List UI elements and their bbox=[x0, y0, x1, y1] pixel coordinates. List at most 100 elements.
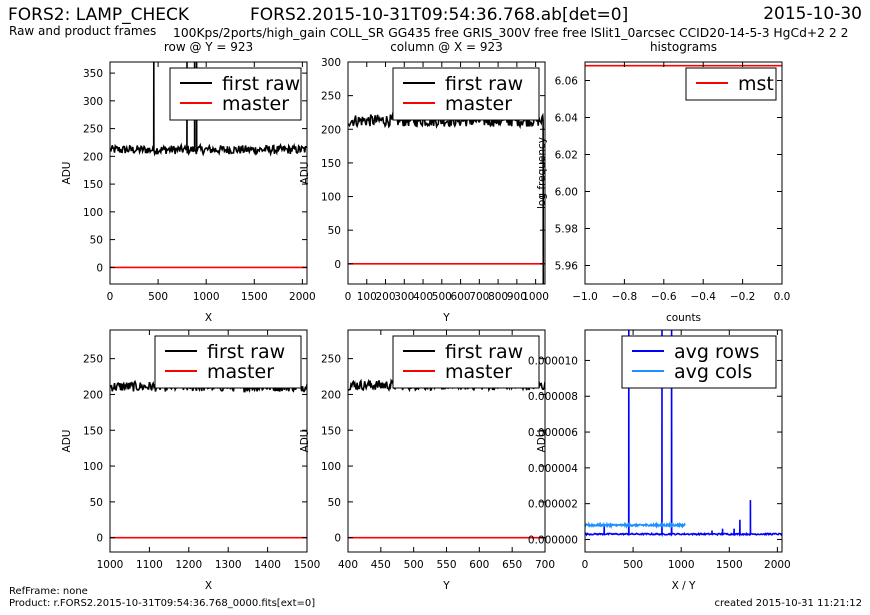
y-tick-label: 250 bbox=[321, 354, 341, 366]
file-title: FORS2.2015-10-31T09:54:36.768.ab[det=0] bbox=[250, 5, 629, 25]
x-tick-label: −0.2 bbox=[730, 291, 756, 303]
legend-label: master bbox=[222, 93, 289, 115]
x-tick-label: 1500 bbox=[241, 291, 268, 303]
x-tick-label: 550 bbox=[436, 559, 456, 571]
y-tick-label: 0.000000 bbox=[528, 534, 578, 546]
y-tick-label: 200 bbox=[321, 124, 341, 136]
legend-box bbox=[621, 335, 777, 389]
y-axis-label: ADU bbox=[61, 162, 73, 185]
x-axis-label: X bbox=[205, 580, 212, 592]
series-group bbox=[110, 379, 307, 539]
x-tick-label: 100 bbox=[357, 291, 377, 303]
legend-label: first raw bbox=[222, 73, 300, 95]
date-label: 2015-10-30 bbox=[763, 4, 862, 24]
y-tick-label: 100 bbox=[321, 192, 341, 204]
legend-label: avg rows bbox=[674, 341, 759, 363]
legend-label: mst bbox=[738, 73, 774, 95]
subtitle: Raw and product frames bbox=[9, 24, 157, 38]
created-label: created 2015-10-31 11:21:12 bbox=[714, 598, 862, 609]
x-tick-label: 800 bbox=[488, 291, 508, 303]
x-tick-label: −1.0 bbox=[572, 291, 598, 303]
y-tick-label: 0 bbox=[96, 533, 103, 545]
series-group bbox=[348, 111, 545, 284]
x-tick-label: 600 bbox=[469, 559, 489, 571]
x-tick-label: 700 bbox=[535, 559, 555, 571]
app-title: FORS2: LAMP_CHECK bbox=[8, 5, 190, 25]
y-tick-label: 6.00 bbox=[555, 187, 578, 199]
x-axis-label: Y bbox=[442, 580, 450, 592]
y-tick-label: 0.000006 bbox=[528, 427, 578, 439]
y-tick-label: 250 bbox=[83, 124, 103, 136]
y-tick-label: 250 bbox=[321, 91, 341, 103]
y-axis-label: log frequency bbox=[536, 137, 548, 209]
y-tick-label: 300 bbox=[321, 57, 341, 69]
y-tick-label: 150 bbox=[83, 425, 103, 437]
legend-label: master bbox=[207, 361, 274, 383]
y-tick-label: 250 bbox=[83, 354, 103, 366]
legend-label: avg cols bbox=[674, 361, 752, 383]
legend-label: first raw bbox=[445, 73, 523, 95]
y-axis-label: ADU bbox=[299, 430, 311, 453]
series-group bbox=[110, 62, 307, 269]
chart-p1: 0 500 1000 1500 2000 0 50 100 150 200 250 300 350 row… bbox=[61, 40, 316, 324]
x-tick-label: −0.4 bbox=[690, 291, 716, 303]
y-tick-label: 200 bbox=[321, 389, 341, 401]
y-tick-label: 6.02 bbox=[555, 150, 578, 162]
y-tick-label: 0.000004 bbox=[528, 463, 578, 475]
x-axis-label: counts bbox=[666, 312, 701, 324]
y-tick-label: 6.06 bbox=[555, 76, 579, 88]
x-tick-label: 2000 bbox=[289, 291, 316, 303]
x-tick-label: 1400 bbox=[254, 559, 281, 571]
x-tick-label: 900 bbox=[507, 291, 527, 303]
y-tick-label: 0.000002 bbox=[528, 499, 578, 511]
y-tick-label: 100 bbox=[83, 461, 103, 473]
y-tick-label: 6.04 bbox=[555, 113, 579, 125]
series-line-0 bbox=[110, 62, 307, 157]
y-tick-label: 300 bbox=[83, 96, 103, 108]
y-tick-label: 0 bbox=[96, 262, 103, 274]
x-tick-label: 0 bbox=[107, 291, 114, 303]
axes-frame bbox=[109, 61, 308, 285]
x-tick-label: 400 bbox=[413, 291, 433, 303]
x-tick-label: 1000 bbox=[193, 291, 220, 303]
y-tick-label: 100 bbox=[321, 461, 341, 473]
x-tick-label: 500 bbox=[404, 559, 424, 571]
x-tick-label: 200 bbox=[376, 291, 396, 303]
y-tick-label: 200 bbox=[83, 389, 103, 401]
x-tick-label: 500 bbox=[148, 291, 168, 303]
x-tick-label: 1000 bbox=[97, 559, 124, 571]
legend: mst bbox=[685, 67, 777, 101]
x-tick-label: 1000 bbox=[522, 291, 549, 303]
axes-frame bbox=[584, 61, 783, 285]
x-tick-label: 1500 bbox=[716, 559, 743, 571]
plot-title: row @ Y = 923 bbox=[164, 40, 253, 54]
x-tick-label: 0.0 bbox=[774, 291, 791, 303]
refframe-label: RefFrame: none bbox=[9, 586, 88, 597]
chart-p3: −1.0 −0.8 −0.6 −0.4 −0.2 0.0 5.96 5.98 6.00 6.02 6… bbox=[536, 40, 790, 324]
x-tick-label: 1100 bbox=[136, 559, 163, 571]
y-axis-label: ADU bbox=[61, 430, 73, 453]
axes-frame bbox=[584, 329, 783, 553]
legend-label: first raw bbox=[445, 341, 523, 363]
y-tick-label: 0 bbox=[334, 533, 341, 545]
y-tick-label: 5.96 bbox=[555, 261, 579, 273]
config-line: 100Kps/2ports/high_gain COLL_SR GG435 fr… bbox=[173, 26, 849, 40]
y-axis-label: ADU bbox=[299, 162, 311, 185]
chart-p6: 0 500 1000 1500 2000 0.000000 0.000002 0.000004… bbox=[528, 329, 791, 592]
x-tick-label: −0.6 bbox=[651, 291, 677, 303]
y-tick-label: 150 bbox=[83, 179, 103, 191]
y-tick-label: 100 bbox=[83, 207, 103, 219]
y-tick-label: 150 bbox=[321, 158, 341, 170]
y-tick-label: 50 bbox=[90, 497, 103, 509]
x-tick-label: 1300 bbox=[215, 559, 242, 571]
x-tick-label: 1200 bbox=[175, 559, 202, 571]
legend-box bbox=[392, 67, 540, 121]
x-axis-label: Y bbox=[442, 312, 450, 324]
y-tick-label: 0 bbox=[334, 259, 341, 271]
x-tick-label: 0 bbox=[582, 559, 589, 571]
axes-frame bbox=[347, 61, 546, 285]
